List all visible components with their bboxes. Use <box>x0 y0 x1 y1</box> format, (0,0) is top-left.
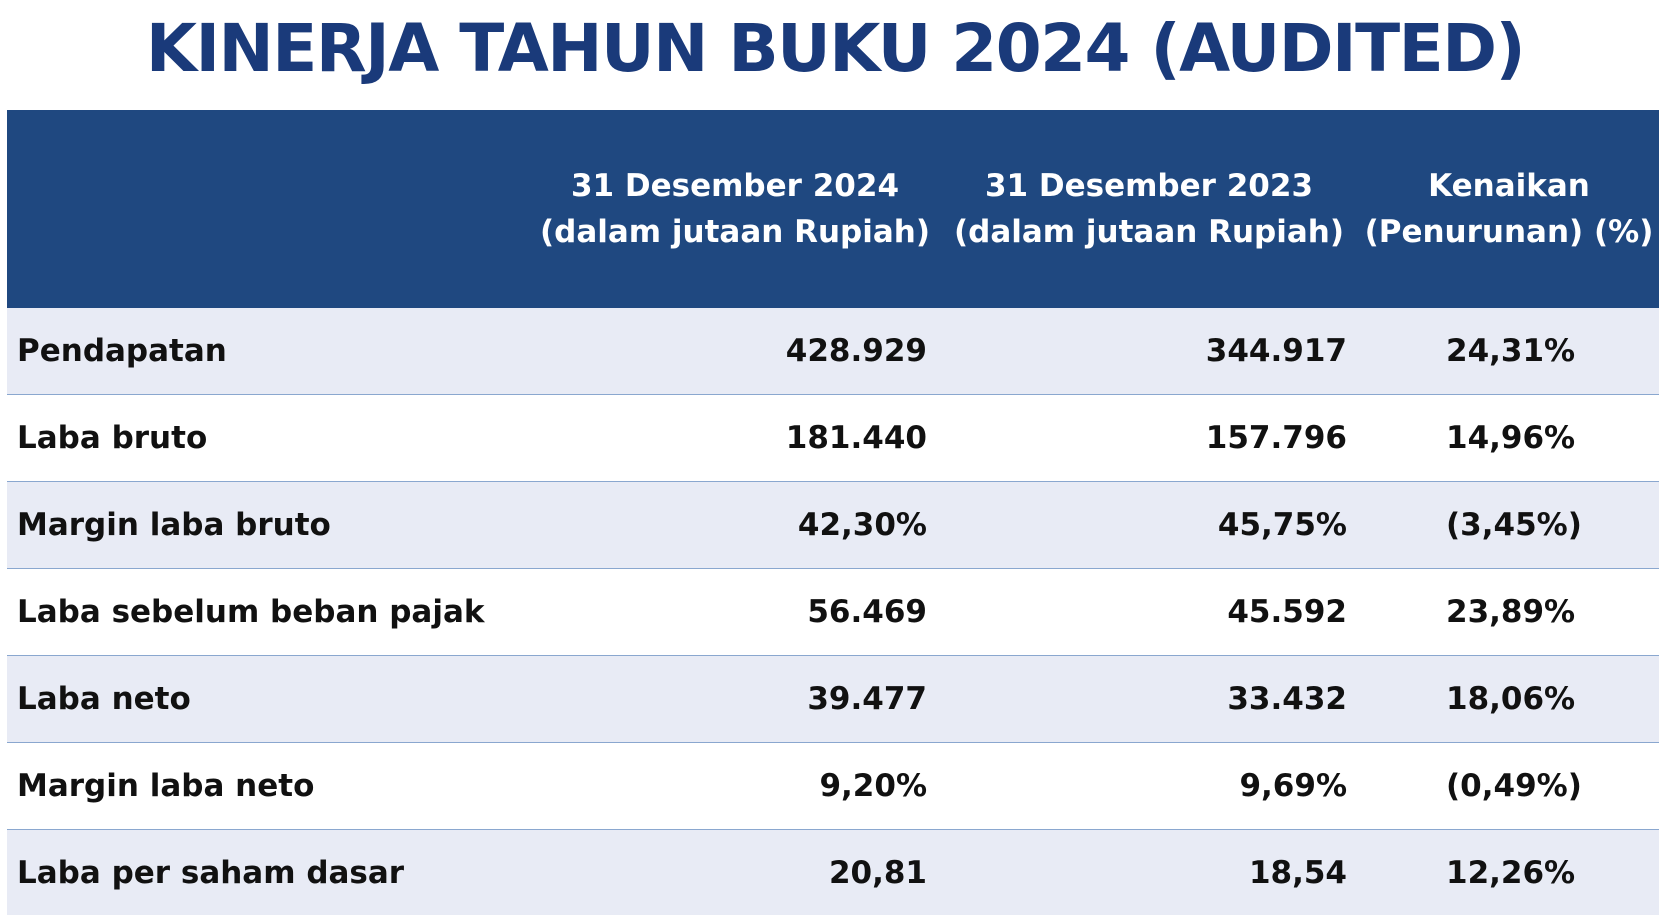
row-value-change: 18,06% <box>1359 655 1659 743</box>
page-title: KINERJA TAHUN BUKU 2024 (AUDITED) <box>145 10 1526 87</box>
row-label: Laba bruto <box>7 394 531 482</box>
header-change-line2: (Penurunan) (%) <box>1364 214 1654 250</box>
header-label-column <box>7 110 531 308</box>
row-value-change: (0,49%) <box>1359 742 1659 830</box>
row-value-2023: 9,69% <box>939 742 1359 830</box>
row-value-2024: 20,81 <box>531 829 939 915</box>
header-2024-date: 31 Desember 2024 <box>570 168 900 204</box>
row-value-2024: 9,20% <box>531 742 939 830</box>
header-change-column: Kenaikan (Penurunan) (%) <box>1359 110 1659 308</box>
row-value-2024: 42,30% <box>531 481 939 569</box>
row-value-change: (3,45%) <box>1359 481 1659 569</box>
row-value-2023: 45.592 <box>939 568 1359 656</box>
row-label: Laba per saham dasar <box>7 829 531 915</box>
row-value-2024: 39.477 <box>531 655 939 743</box>
row-label: Margin laba bruto <box>7 481 531 569</box>
row-value-2023: 18,54 <box>939 829 1359 915</box>
table-row: Laba bruto 181.440 157.796 14,96% <box>7 394 1659 482</box>
row-value-2024: 181.440 <box>531 394 939 482</box>
table-row: Laba per saham dasar 20,81 18,54 12,26% <box>7 829 1659 915</box>
header-change-line1: Kenaikan <box>1428 168 1590 204</box>
row-label: Laba neto <box>7 655 531 743</box>
row-value-change: 24,31% <box>1359 308 1659 395</box>
row-value-2023: 157.796 <box>939 394 1359 482</box>
table-body: Pendapatan 428.929 344.917 24,31% Laba b… <box>7 308 1659 915</box>
header-2024-unit: (dalam jutaan Rupiah) <box>539 214 931 250</box>
row-value-change: 14,96% <box>1359 394 1659 482</box>
row-label: Pendapatan <box>7 308 531 395</box>
performance-table-container: 31 Desember 2024 (dalam jutaan Rupiah) 3… <box>7 110 1659 915</box>
table-row: Pendapatan 428.929 344.917 24,31% <box>7 308 1659 395</box>
table-row: Margin laba bruto 42,30% 45,75% (3,45%) <box>7 481 1659 569</box>
row-value-2024: 56.469 <box>531 568 939 656</box>
row-value-change: 23,89% <box>1359 568 1659 656</box>
table-row: Margin laba neto 9,20% 9,69% (0,49%) <box>7 742 1659 830</box>
table-row: Laba sebelum beban pajak 56.469 45.592 2… <box>7 568 1659 656</box>
row-value-2024: 428.929 <box>531 308 939 395</box>
header-2024-column: 31 Desember 2024 (dalam jutaan Rupiah) <box>531 110 939 308</box>
row-label: Margin laba neto <box>7 742 531 830</box>
table-header: 31 Desember 2024 (dalam jutaan Rupiah) 3… <box>7 110 1659 308</box>
table-header-row: 31 Desember 2024 (dalam jutaan Rupiah) 3… <box>7 110 1659 308</box>
row-value-2023: 45,75% <box>939 481 1359 569</box>
performance-table: 31 Desember 2024 (dalam jutaan Rupiah) 3… <box>7 110 1659 915</box>
row-value-change: 12,26% <box>1359 829 1659 915</box>
table-row: Laba neto 39.477 33.432 18,06% <box>7 655 1659 743</box>
row-label: Laba sebelum beban pajak <box>7 568 531 656</box>
row-value-2023: 344.917 <box>939 308 1359 395</box>
header-2023-unit: (dalam jutaan Rupiah) <box>953 214 1345 250</box>
header-2023-column: 31 Desember 2023 (dalam jutaan Rupiah) <box>939 110 1359 308</box>
header-2023-date: 31 Desember 2023 <box>984 168 1314 204</box>
row-value-2023: 33.432 <box>939 655 1359 743</box>
